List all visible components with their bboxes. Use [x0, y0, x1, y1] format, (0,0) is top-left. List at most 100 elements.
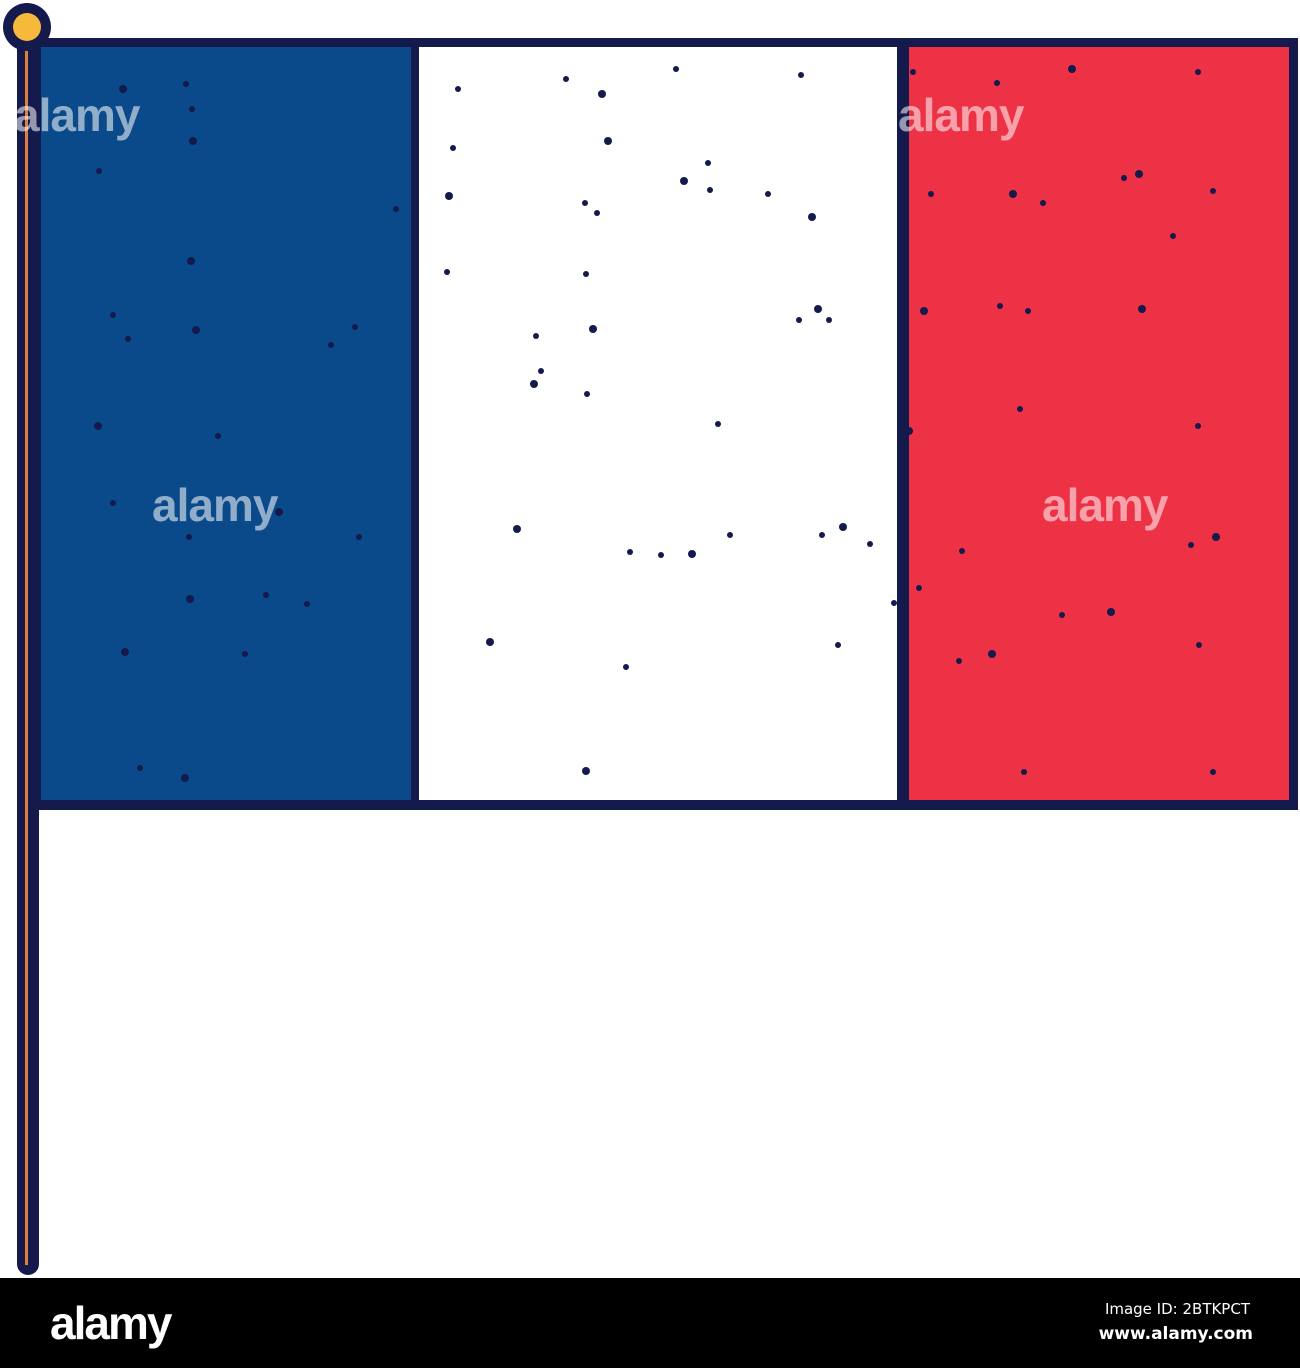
texture-dot — [242, 651, 248, 657]
texture-dot — [1017, 406, 1023, 412]
texture-dot — [1021, 769, 1027, 775]
flag-stripe-blue — [41, 47, 411, 800]
texture-dot — [119, 85, 127, 93]
texture-dot — [905, 427, 913, 435]
texture-dot — [997, 303, 1003, 309]
texture-dot — [533, 333, 539, 339]
texture-dot — [328, 342, 334, 348]
texture-dot — [189, 106, 195, 112]
texture-dot — [530, 380, 538, 388]
texture-dot — [183, 81, 189, 87]
texture-dot — [1195, 423, 1201, 429]
texture-dot — [994, 80, 1000, 86]
texture-dot — [582, 200, 588, 206]
texture-dot — [589, 325, 597, 333]
texture-dot — [814, 305, 822, 313]
texture-dot — [110, 312, 116, 318]
texture-dot — [1107, 608, 1115, 616]
site-url: www.alamy.com — [1098, 1324, 1253, 1344]
watermark: alamy — [898, 89, 1024, 141]
texture-dot — [796, 317, 802, 323]
texture-dot — [187, 257, 195, 265]
texture-dot — [352, 324, 358, 330]
texture-dot — [920, 307, 928, 315]
texture-dot — [867, 541, 873, 547]
texture-dot — [765, 191, 771, 197]
texture-dot — [583, 271, 589, 277]
texture-dot — [563, 76, 569, 82]
texture-dot — [186, 534, 192, 540]
texture-dot — [1196, 642, 1202, 648]
texture-dot — [658, 552, 664, 558]
texture-dot — [808, 213, 816, 221]
flag-pole-highlight — [25, 50, 28, 1265]
texture-dot — [594, 210, 600, 216]
image-id: Image ID: 2BTKPCT — [1104, 1300, 1250, 1318]
watermark: alamy — [1042, 479, 1168, 531]
texture-dot — [928, 191, 934, 197]
texture-dot — [627, 549, 633, 555]
texture-dot — [1025, 308, 1031, 314]
texture-dot — [910, 69, 916, 75]
texture-dot — [393, 206, 399, 212]
texture-dot — [582, 767, 590, 775]
texture-dot — [513, 525, 521, 533]
texture-dot — [1121, 175, 1127, 181]
texture-dot — [192, 326, 200, 334]
texture-dot — [1135, 170, 1143, 178]
texture-dot — [715, 421, 721, 427]
texture-dot — [839, 523, 847, 531]
texture-dot — [959, 548, 965, 554]
texture-dot — [604, 137, 612, 145]
texture-dots — [94, 65, 1220, 782]
texture-dot — [1059, 612, 1065, 618]
texture-dot — [1009, 190, 1017, 198]
texture-dot — [826, 317, 832, 323]
texture-dot — [121, 648, 129, 656]
texture-dot — [956, 658, 962, 664]
watermark: alamy — [152, 479, 278, 531]
texture-dot — [186, 595, 194, 603]
flag-stripe-red — [909, 47, 1289, 800]
texture-dot — [304, 601, 310, 607]
texture-dot — [819, 532, 825, 538]
texture-dot — [1212, 533, 1220, 541]
texture-dot — [673, 66, 679, 72]
texture-dot — [835, 642, 841, 648]
texture-dot — [1068, 65, 1076, 73]
texture-dot — [798, 72, 804, 78]
texture-dot — [110, 500, 116, 506]
texture-dot — [189, 137, 197, 145]
texture-dot — [988, 650, 996, 658]
texture-dot — [263, 592, 269, 598]
texture-dot — [891, 600, 897, 606]
french-flag-illustration — [3, 3, 1298, 1275]
texture-dot — [275, 508, 283, 516]
texture-dot — [455, 86, 461, 92]
alamy-logo: alamy — [50, 1297, 172, 1349]
texture-dot — [1210, 188, 1216, 194]
texture-dot — [94, 422, 102, 430]
texture-dot — [1210, 769, 1216, 775]
texture-dot — [96, 168, 102, 174]
texture-dot — [680, 177, 688, 185]
texture-dot — [538, 368, 544, 374]
texture-dot — [727, 532, 733, 538]
texture-dot — [486, 638, 494, 646]
pole-finial-ball — [13, 13, 41, 41]
texture-dot — [916, 585, 922, 591]
texture-dot — [356, 534, 362, 540]
texture-dot — [137, 765, 143, 771]
texture-dot — [1188, 542, 1194, 548]
texture-dot — [1195, 69, 1201, 75]
watermark: alamy — [14, 89, 140, 141]
flag-stripe-white — [419, 47, 897, 800]
texture-dot — [450, 145, 456, 151]
texture-dot — [707, 187, 713, 193]
texture-dot — [444, 269, 450, 275]
texture-dot — [1170, 233, 1176, 239]
texture-dot — [584, 391, 590, 397]
texture-dot — [1138, 305, 1146, 313]
texture-dot — [705, 160, 711, 166]
texture-dot — [688, 550, 696, 558]
